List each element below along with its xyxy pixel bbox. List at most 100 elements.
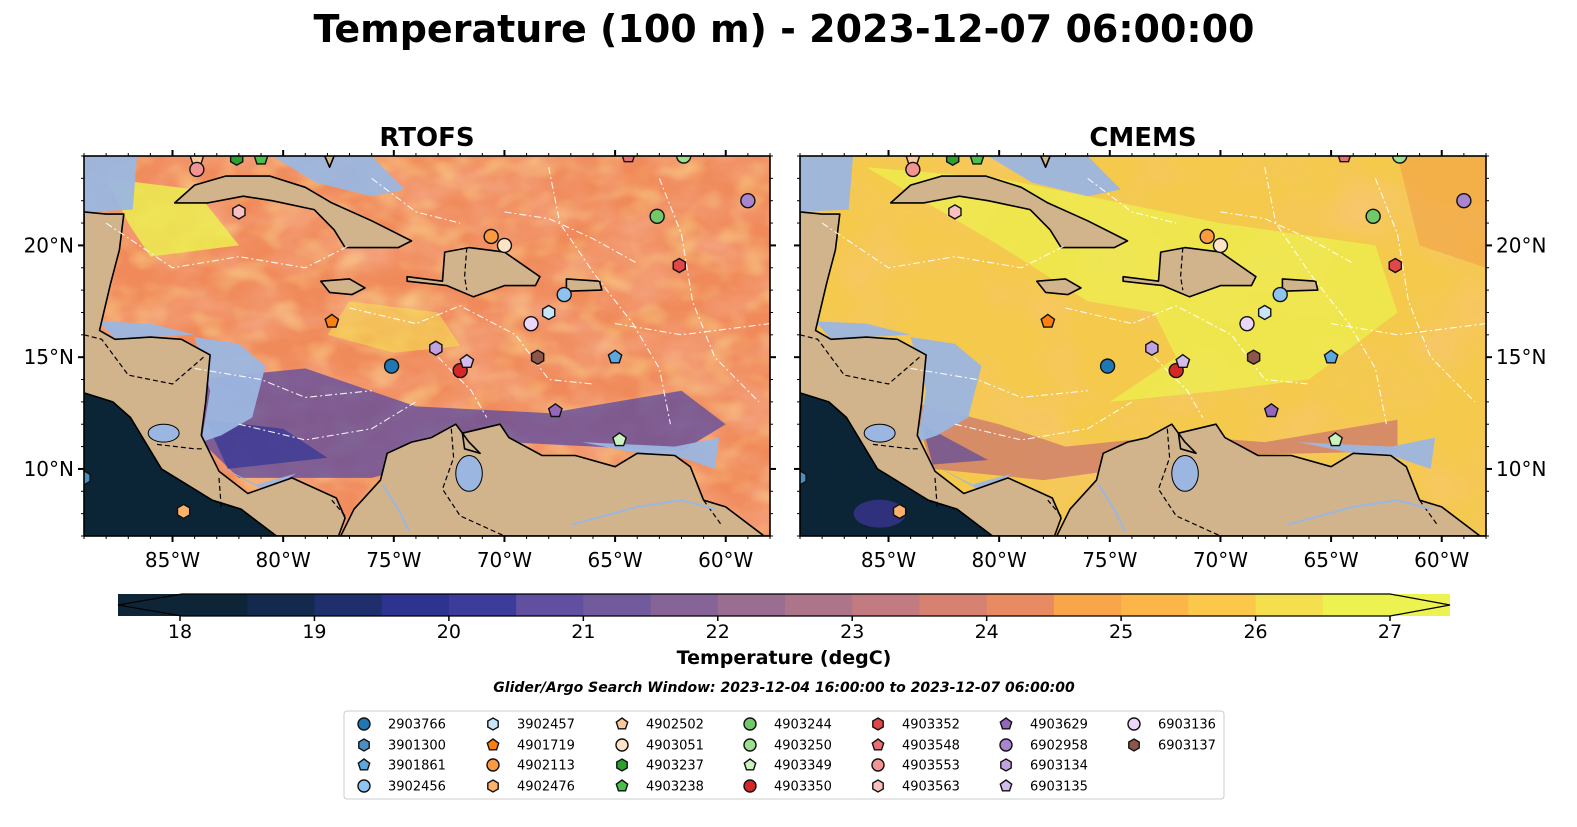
legend-marker	[616, 758, 628, 772]
legend-label: 4903352	[902, 718, 960, 733]
legend-marker	[871, 758, 885, 772]
map-float-4902476	[892, 503, 907, 520]
legend-marker	[487, 717, 499, 731]
y-tick-label: 15°N	[1496, 345, 1546, 369]
colorbar-tick-label: 21	[571, 621, 595, 643]
map-frame	[83, 155, 771, 537]
y-tick-label: 20°N	[24, 233, 74, 257]
legend-label: 3902457	[517, 718, 575, 733]
map-float-4903051	[1212, 237, 1229, 254]
panel-title: CMEMS	[1089, 123, 1196, 153]
map-float-3901861	[1323, 349, 1339, 364]
map-float-6903134	[1145, 340, 1159, 357]
colorbar-bin	[852, 594, 921, 616]
legend-marker	[615, 779, 629, 792]
legend-label: 4903238	[646, 780, 704, 795]
colorbar-tick-label: 24	[975, 621, 999, 643]
map-float-3901300	[84, 470, 91, 486]
legend-marker	[357, 779, 371, 793]
legend-marker	[486, 758, 500, 772]
map-float-4903237	[945, 156, 960, 167]
map-float-3902457	[541, 304, 556, 321]
map-frame	[799, 155, 1487, 537]
legend-label: 4901719	[517, 739, 575, 754]
legend-marker	[743, 738, 757, 752]
legend-marker	[999, 779, 1013, 792]
map-field	[800, 156, 1486, 536]
colorbar-bin	[516, 594, 584, 616]
legend-item: 4903250	[743, 738, 832, 754]
legend-marker	[486, 738, 500, 751]
legend-marker	[872, 779, 884, 793]
map-float-4903238	[969, 156, 985, 165]
map-float-4902113	[1199, 228, 1215, 245]
colorbar-bin	[785, 594, 853, 616]
legend-label: 4903051	[646, 739, 704, 754]
legend-marker	[1127, 717, 1141, 731]
colorbar-bin	[118, 594, 248, 616]
colorbar-bin	[650, 594, 719, 616]
map-float-4903250	[1391, 156, 1408, 164]
colorbar-tick-label: 20	[437, 621, 461, 643]
map-float-4901719	[324, 313, 340, 328]
legend-item: 4901719	[486, 738, 575, 754]
x-tick-label: 70°W	[477, 548, 532, 572]
colorbar-tick-label: 23	[840, 621, 864, 643]
map-float-4903352	[1388, 257, 1403, 274]
legend-marker	[358, 738, 370, 752]
x-tick-label: 75°W	[366, 548, 421, 572]
legend-item: 4902476	[487, 779, 575, 795]
colorbar-bin	[1255, 594, 1324, 616]
legend-label: 4902476	[517, 780, 575, 795]
legend-marker	[357, 758, 371, 771]
legend-label: 4903563	[902, 780, 960, 795]
legend-item: 4903563	[872, 779, 960, 795]
legend-item: 6903134	[1000, 758, 1088, 774]
legend-label: 6902958	[1030, 739, 1088, 754]
colorbar-tick-label: 26	[1243, 621, 1267, 643]
map-float-4902476	[176, 503, 191, 520]
map-float-3902456	[556, 286, 572, 303]
legend-label: 4903350	[774, 780, 832, 795]
legend-item: 2903766	[357, 717, 446, 733]
legend-label: 6903137	[1158, 739, 1216, 754]
colorbar-bin	[381, 594, 450, 616]
legend-marker	[999, 738, 1013, 752]
legend-item: 3902456	[357, 779, 446, 795]
x-tick-label: 60°W	[1414, 548, 1469, 572]
colorbar-tick-label: 22	[706, 621, 730, 643]
legend-marker	[1000, 758, 1012, 772]
legend-item: 4903051	[615, 738, 704, 754]
map-float-4903237	[229, 156, 244, 167]
legend-label: 6903136	[1158, 718, 1216, 733]
colorbar-outline	[117, 593, 1451, 617]
legend-item: 4902113	[486, 758, 575, 774]
legend-label: 4903244	[774, 718, 832, 733]
map-float-6903135	[1175, 353, 1191, 369]
panel-title: RTOFS	[379, 123, 474, 153]
x-tick-label: 65°W	[587, 548, 642, 572]
search-window-caption: Glider/Argo Search Window: 2023-12-04 16…	[493, 680, 1075, 696]
map-float-6903137	[1246, 349, 1261, 365]
map-float-3901861	[607, 349, 623, 364]
legend-marker	[999, 717, 1013, 730]
legend-marker	[743, 717, 757, 731]
legend-label: 4903553	[902, 759, 960, 774]
colorbar-tick-label: 18	[168, 621, 192, 643]
map-float-6903134	[429, 340, 443, 357]
y-tick-label: 10°N	[1496, 457, 1546, 481]
map-float-4902113	[483, 228, 499, 245]
colorbar-tick-label: 27	[1378, 621, 1402, 643]
legend-marker	[615, 738, 629, 752]
legend-label: 4903629	[1030, 718, 1088, 733]
legend-label: 4902502	[646, 718, 704, 733]
legend-marker	[743, 758, 757, 771]
legend-item: 6903136	[1127, 717, 1216, 733]
legend-marker	[615, 717, 629, 730]
legend-item: 4903237	[616, 758, 704, 774]
map-float-3901300	[800, 470, 807, 486]
legend-marker	[487, 779, 499, 793]
legend-label: 2903766	[388, 718, 446, 733]
x-tick-label: 85°W	[145, 548, 200, 572]
map-float-6903135	[459, 353, 475, 369]
